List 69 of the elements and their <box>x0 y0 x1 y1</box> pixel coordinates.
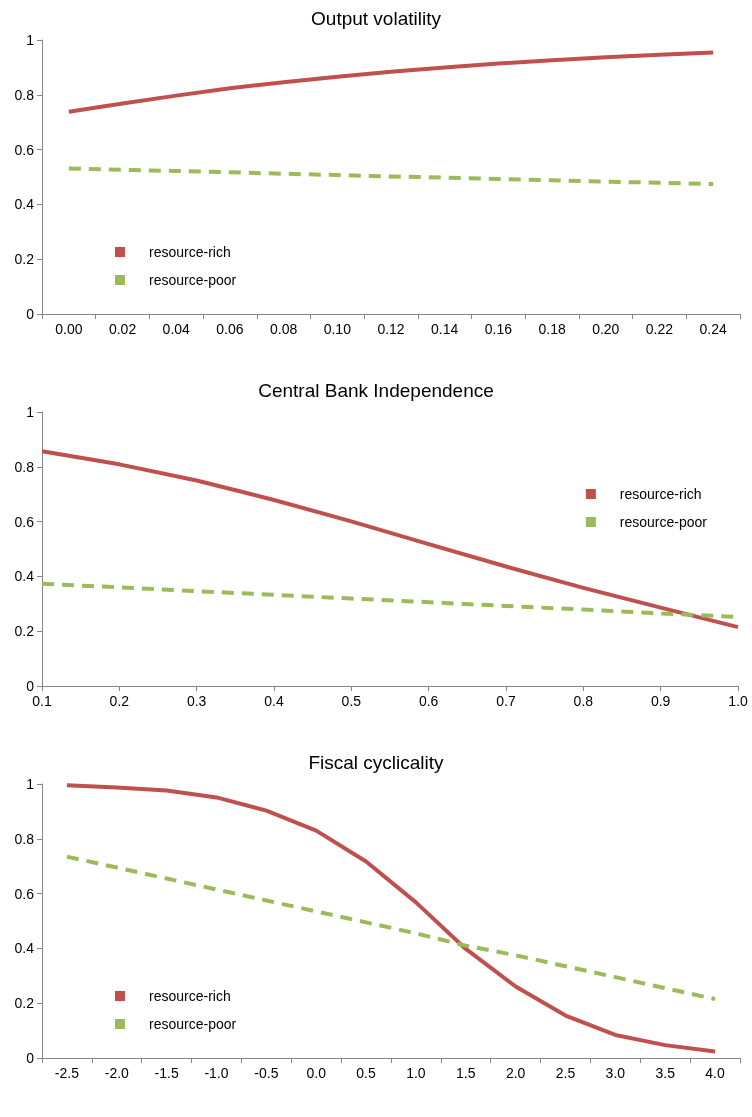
x-tick-label: 4.0 <box>705 1065 726 1081</box>
x-tick-label: 0.5 <box>341 693 362 709</box>
x-tick-label: 1.0 <box>406 1065 426 1081</box>
y-tick-label: 0.4 <box>14 196 35 213</box>
x-tick-label: 0.16 <box>484 321 513 337</box>
chart-title: Fiscal cyclicality <box>308 752 445 773</box>
x-tick-label: 0.04 <box>162 321 191 337</box>
x-tick-label: 0.2 <box>109 693 130 709</box>
y-tick-label: 0 <box>26 306 35 322</box>
y-tick-label: 0.2 <box>14 251 35 268</box>
x-tick-label: 0.24 <box>699 321 727 337</box>
x-tick-label: 3.0 <box>605 1065 626 1081</box>
x-tick-label: 1.0 <box>728 693 748 709</box>
x-tick-label: 0.18 <box>538 321 566 337</box>
x-tick-label: -2.0 <box>104 1065 130 1081</box>
x-tick-label: -0.5 <box>254 1065 279 1081</box>
y-tick-label: 0.4 <box>14 940 35 957</box>
y-tick-label: 0.6 <box>14 141 35 158</box>
y-tick-label: 0.8 <box>14 86 35 103</box>
x-tick-label: 0.0 <box>306 1065 327 1081</box>
line-series <box>64 783 718 1054</box>
x-tick-label: 0.20 <box>592 321 620 337</box>
x-tick-label: 0.06 <box>216 321 244 337</box>
y-tick-label: 0.6 <box>14 513 35 530</box>
y-tick-label: 0.6 <box>14 885 35 902</box>
y-tick-label: 0 <box>26 678 35 694</box>
y-tick-label: 1 <box>26 32 35 48</box>
x-tick-label: 0.08 <box>269 321 298 337</box>
x-tick-label: 0.7 <box>496 693 516 709</box>
legend-label: resource-poor <box>149 1016 237 1032</box>
x-tick-label: 0.9 <box>650 693 671 709</box>
legend-label: resource-rich <box>149 988 231 1004</box>
x-tick-label: 0.14 <box>431 321 459 337</box>
y-tick-label: 0.8 <box>14 830 35 847</box>
y-tick-label: 0 <box>26 1050 35 1066</box>
legend-label: resource-rich <box>619 486 702 502</box>
line-series <box>66 50 716 114</box>
y-tick-label: 0.4 <box>14 568 35 585</box>
legend-label: resource-rich <box>149 244 231 260</box>
x-tick-label: -1.0 <box>204 1065 229 1081</box>
x-tick-label: 1.5 <box>456 1065 476 1081</box>
x-tick-label: 0.12 <box>377 321 405 337</box>
x-tick-label: -2.5 <box>54 1065 80 1081</box>
x-tick-label: 0.5 <box>356 1065 377 1081</box>
y-tick-label: 0.2 <box>14 623 35 640</box>
line-series <box>64 854 718 1002</box>
x-tick-label: 0.4 <box>264 693 284 709</box>
x-tick-label: 0.8 <box>573 693 594 709</box>
legend-label: resource-poor <box>619 514 708 530</box>
y-tick-label: 1 <box>26 776 35 792</box>
legend-label: resource-poor <box>149 272 237 288</box>
chart-title: Central Bank Independence <box>258 380 494 401</box>
x-tick-label: 2.0 <box>505 1065 526 1081</box>
x-tick-label: 0.22 <box>645 321 674 337</box>
x-tick-label: 0.00 <box>55 321 83 337</box>
line-series <box>40 449 740 630</box>
y-tick-label: 1 <box>26 404 35 420</box>
x-tick-label: 0.3 <box>186 693 207 709</box>
x-tick-label: 0.10 <box>323 321 352 337</box>
chart-title: Output volatility <box>311 8 442 29</box>
x-tick-label: -1.5 <box>154 1065 179 1081</box>
y-tick-label: 0.2 <box>14 995 35 1012</box>
line-series <box>66 166 716 187</box>
x-tick-label: 0.1 <box>32 693 52 709</box>
x-tick-label: 0.02 <box>108 321 137 337</box>
x-tick-label: 0.6 <box>418 693 439 709</box>
x-tick-label: 2.5 <box>555 1065 576 1081</box>
y-tick-label: 0.8 <box>14 458 35 475</box>
x-tick-label: 3.5 <box>655 1065 676 1081</box>
